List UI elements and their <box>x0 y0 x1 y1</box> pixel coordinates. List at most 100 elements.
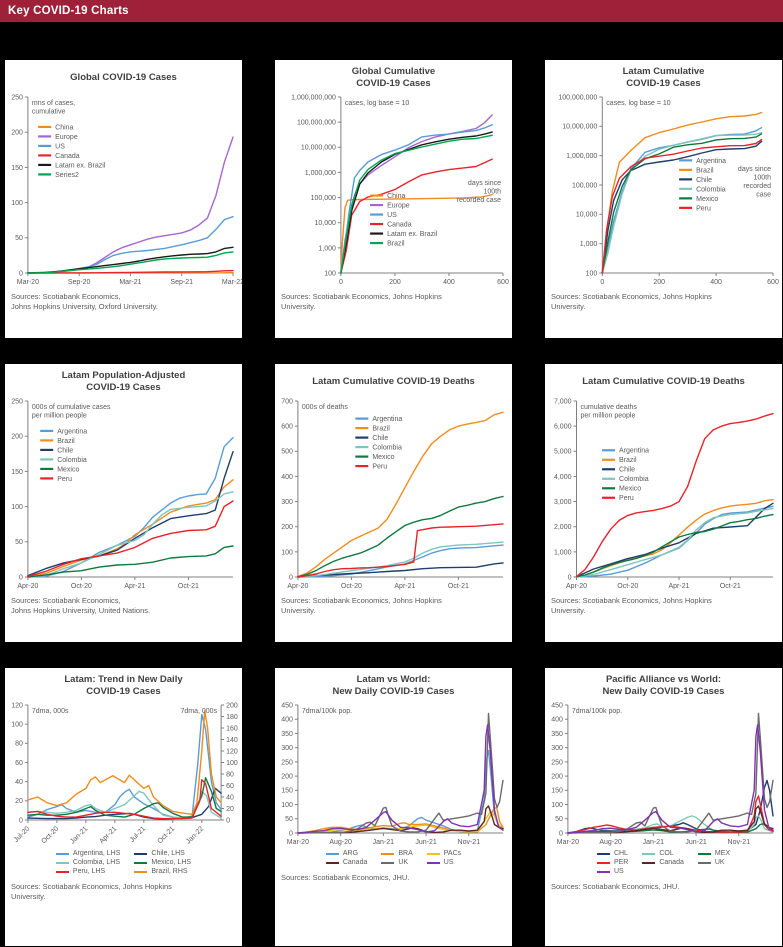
svg-text:Mexico: Mexico <box>619 486 641 493</box>
svg-text:Colombia: Colombia <box>57 457 87 464</box>
svg-text:100,000,000: 100,000,000 <box>297 120 336 127</box>
chart-title: Latam vs World: New Daily COVID-19 Cases <box>332 673 455 697</box>
svg-text:7dma/100k pop.: 7dma/100k pop. <box>302 708 352 715</box>
chart-svg: 0 50 100 150 200 250 300 350 400 450 Mar-20 Aug-20 J… <box>281 702 504 846</box>
svg-text:cumulative: cumulative <box>32 109 66 116</box>
svg-text:600: 600 <box>767 279 779 286</box>
series-line-us <box>297 724 504 834</box>
legend-label: ARG <box>342 850 359 857</box>
svg-text:0: 0 <box>289 830 293 837</box>
svg-text:10,000: 10,000 <box>576 212 598 219</box>
chart-svg: 0 50 100 150 200 250 Apr-20 Oct-20 Apr-21 Oct-21 0… <box>11 398 234 590</box>
legend-label: US <box>443 859 454 866</box>
series-line-latam-ex-brazil <box>340 131 493 274</box>
series-line-argentina <box>601 127 763 274</box>
svg-text:per million people: per million people <box>32 413 87 420</box>
legend-item: Peru, LHS <box>55 868 120 875</box>
svg-text:80: 80 <box>226 771 234 778</box>
svg-text:Jan-21: Jan-21 <box>69 825 89 845</box>
svg-text:600: 600 <box>281 424 293 431</box>
legend-item: UK <box>381 859 412 866</box>
svg-text:1,000,000: 1,000,000 <box>566 153 597 160</box>
svg-text:100: 100 <box>226 760 238 767</box>
series-line-uk <box>567 712 774 834</box>
panel-latam-vs-world-new-daily: Latam vs World: New Daily COVID-19 Cases… <box>275 668 512 946</box>
svg-text:Oct-20: Oct-20 <box>341 583 362 590</box>
legend-swatch <box>426 852 440 855</box>
svg-text:100,000: 100,000 <box>572 182 597 189</box>
legend-swatch <box>642 852 656 855</box>
chart-svg: 0 100 200 300 400 500 600 700 Apr-20 Oct-20 Apr-21… <box>281 398 504 590</box>
svg-text:Mar-20: Mar-20 <box>17 279 39 286</box>
line-chart-latam-new-daily: 0 20 40 60 80 100 120 0 20 40 60 80 100 120 140 160 180 2… <box>5 698 242 848</box>
svg-text:250: 250 <box>11 94 23 101</box>
svg-text:250: 250 <box>11 398 23 405</box>
series-line-colombia <box>601 132 763 274</box>
series-line-bra <box>297 806 504 834</box>
series-line-chile <box>27 451 234 577</box>
legend-label: BRA <box>398 850 413 857</box>
panel-latam-cumulative-cases: Latam Cumulative COVID-19 Cases 100 1,000… <box>545 60 782 338</box>
svg-text:10,000: 10,000 <box>314 220 336 227</box>
series-line-canada <box>340 158 493 274</box>
chart-sources: Sources: Scotiabank Economics, Johns Hop… <box>551 292 712 311</box>
svg-text:Mexico: Mexico <box>57 466 79 473</box>
series-line-mexico <box>27 545 234 578</box>
svg-text:Mar-20: Mar-20 <box>557 839 579 846</box>
chart-sources: Sources: Scotiabank Economics, JHU. <box>551 882 680 891</box>
legend-label: PER <box>613 859 629 866</box>
legend-label: Chile, LHS <box>151 850 185 857</box>
svg-text:Mexico: Mexico <box>696 196 718 203</box>
svg-text:7dma, 000s: 7dma, 000s <box>32 708 69 715</box>
legend-label: UK <box>714 859 725 866</box>
svg-text:100: 100 <box>11 722 23 729</box>
svg-text:0: 0 <box>226 817 230 824</box>
svg-text:Jan-21: Jan-21 <box>373 839 395 846</box>
svg-text:100: 100 <box>11 200 23 207</box>
svg-text:60: 60 <box>15 760 23 767</box>
svg-text:300: 300 <box>281 745 293 752</box>
svg-text:Chile: Chile <box>696 177 712 184</box>
svg-text:Peru: Peru <box>696 205 711 212</box>
svg-text:0: 0 <box>600 279 604 286</box>
svg-text:Jul-21: Jul-21 <box>129 825 148 844</box>
svg-text:0: 0 <box>339 279 343 286</box>
charts-grid: Global COVID-19 Cases 0 50 100 150 200 250 Mar… <box>0 22 783 946</box>
svg-text:000s of cumulative cases: 000s of cumulative cases <box>32 404 111 411</box>
svg-text:20: 20 <box>226 806 234 813</box>
series-line-chl <box>567 779 774 834</box>
legend-label: US <box>613 868 624 875</box>
legend-swatch <box>134 870 148 873</box>
legend-item: UK <box>697 859 730 866</box>
line-chart-latam-deaths-per-million: 0 1,000 2,000 3,000 4,000 5,000 6,000 7,000 Apr-… <box>545 394 782 592</box>
svg-text:600: 600 <box>497 279 509 286</box>
svg-text:Sep-21: Sep-21 <box>170 279 193 286</box>
svg-text:400: 400 <box>281 474 293 481</box>
svg-text:200: 200 <box>281 774 293 781</box>
chart-svg: 0 50 100 150 200 250 Mar-20 Sep-20 Mar-21 Sep-21 M… <box>11 94 244 286</box>
chart-title: Latam Cumulative COVID-19 Deaths <box>312 375 475 387</box>
legend-item: COL <box>642 850 684 857</box>
svg-text:20: 20 <box>15 798 23 805</box>
series-line-us <box>567 724 774 834</box>
svg-text:Colombia: Colombia <box>372 445 402 452</box>
series-line-chile <box>575 502 774 578</box>
svg-text:100: 100 <box>281 549 293 556</box>
svg-text:100,000: 100,000 <box>311 195 336 202</box>
svg-text:200: 200 <box>281 524 293 531</box>
legend-item: Mexico, LHS <box>134 859 191 866</box>
svg-text:Jul-20: Jul-20 <box>13 825 32 844</box>
series-line-brazil <box>297 411 504 578</box>
svg-text:Brazil: Brazil <box>696 167 714 174</box>
series-line-brazil <box>27 479 234 578</box>
svg-text:120: 120 <box>226 748 238 755</box>
svg-text:Chile: Chile <box>372 435 388 442</box>
svg-text:cases, log base = 10: cases, log base = 10 <box>606 100 671 107</box>
svg-text:50: 50 <box>285 816 293 823</box>
svg-text:Apr-21: Apr-21 <box>98 825 118 845</box>
svg-text:200: 200 <box>551 774 563 781</box>
series-line-mexico <box>297 495 504 578</box>
chart-svg: 0 1,000 2,000 3,000 4,000 5,000 6,000 7,000 Apr-… <box>554 398 774 590</box>
svg-text:100th: 100th <box>753 174 771 181</box>
legend-label: Colombia, LHS <box>72 859 120 866</box>
